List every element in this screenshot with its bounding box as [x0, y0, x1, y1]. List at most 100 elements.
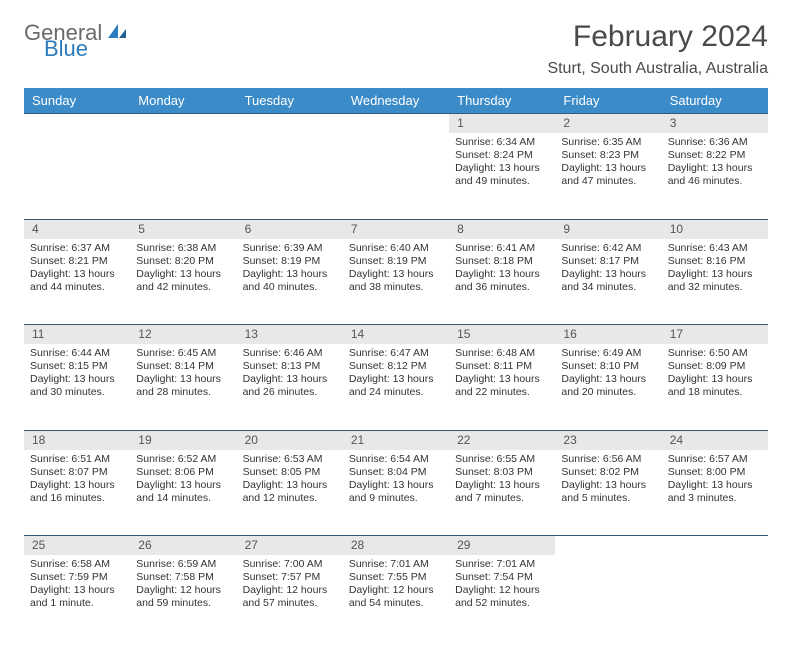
- day-cell: Sunrise: 6:37 AMSunset: 8:21 PMDaylight:…: [24, 239, 130, 325]
- weekday-header: Monday: [130, 88, 236, 114]
- daylight-text: and 46 minutes.: [668, 175, 762, 188]
- sunset-text: Sunset: 7:55 PM: [349, 571, 443, 584]
- daylight-text: and 42 minutes.: [136, 281, 230, 294]
- sunrise-text: Sunrise: 7:01 AM: [455, 558, 549, 571]
- day-number-cell: 23: [555, 430, 661, 450]
- sunrise-text: Sunrise: 6:49 AM: [561, 347, 655, 360]
- daylight-text: Daylight: 13 hours: [668, 479, 762, 492]
- sunrise-text: Sunrise: 6:36 AM: [668, 136, 762, 149]
- day-number-cell: 14: [343, 325, 449, 345]
- daylight-text: and 40 minutes.: [243, 281, 337, 294]
- day-cell-content: Sunrise: 6:57 AMSunset: 8:00 PMDaylight:…: [662, 450, 768, 512]
- daylight-text: Daylight: 13 hours: [668, 268, 762, 281]
- sunrise-text: Sunrise: 6:45 AM: [136, 347, 230, 360]
- daylight-text: Daylight: 13 hours: [243, 373, 337, 386]
- day-cell: Sunrise: 6:38 AMSunset: 8:20 PMDaylight:…: [130, 239, 236, 325]
- day-cell: Sunrise: 6:52 AMSunset: 8:06 PMDaylight:…: [130, 450, 236, 536]
- sunset-text: Sunset: 7:58 PM: [136, 571, 230, 584]
- day-cell: Sunrise: 6:58 AMSunset: 7:59 PMDaylight:…: [24, 555, 130, 641]
- daylight-text: and 52 minutes.: [455, 597, 549, 610]
- daylight-text: Daylight: 13 hours: [349, 373, 443, 386]
- day-cell-content: Sunrise: 6:56 AMSunset: 8:02 PMDaylight:…: [555, 450, 661, 512]
- daylight-text: Daylight: 12 hours: [349, 584, 443, 597]
- sunrise-text: Sunrise: 6:46 AM: [243, 347, 337, 360]
- day-number-cell: 28: [343, 536, 449, 556]
- daylight-text: and 57 minutes.: [243, 597, 337, 610]
- day-cell: Sunrise: 6:43 AMSunset: 8:16 PMDaylight:…: [662, 239, 768, 325]
- logo-text-blue: Blue: [44, 36, 88, 62]
- daylight-text: and 9 minutes.: [349, 492, 443, 505]
- daylight-text: Daylight: 12 hours: [136, 584, 230, 597]
- sunset-text: Sunset: 7:54 PM: [455, 571, 549, 584]
- daylight-text: Daylight: 13 hours: [243, 268, 337, 281]
- daylight-text: and 54 minutes.: [349, 597, 443, 610]
- day-number-cell: 1: [449, 114, 555, 134]
- day-number-cell: 26: [130, 536, 236, 556]
- day-number-cell: 11: [24, 325, 130, 345]
- daylight-text: Daylight: 13 hours: [561, 373, 655, 386]
- daylight-text: and 16 minutes.: [30, 492, 124, 505]
- sunrise-text: Sunrise: 6:57 AM: [668, 453, 762, 466]
- day-cell: Sunrise: 6:50 AMSunset: 8:09 PMDaylight:…: [662, 344, 768, 430]
- sunset-text: Sunset: 8:04 PM: [349, 466, 443, 479]
- day-number-cell: 19: [130, 430, 236, 450]
- sunset-text: Sunset: 8:11 PM: [455, 360, 549, 373]
- sunset-text: Sunset: 8:19 PM: [349, 255, 443, 268]
- daylight-text: and 34 minutes.: [561, 281, 655, 294]
- sunrise-text: Sunrise: 6:58 AM: [30, 558, 124, 571]
- daylight-text: and 18 minutes.: [668, 386, 762, 399]
- sunset-text: Sunset: 7:57 PM: [243, 571, 337, 584]
- sunset-text: Sunset: 8:12 PM: [349, 360, 443, 373]
- day-cell-content: Sunrise: 6:55 AMSunset: 8:03 PMDaylight:…: [449, 450, 555, 512]
- daylight-text: Daylight: 13 hours: [561, 479, 655, 492]
- daylight-text: and 5 minutes.: [561, 492, 655, 505]
- day-cell: Sunrise: 6:36 AMSunset: 8:22 PMDaylight:…: [662, 133, 768, 219]
- weekday-header: Sunday: [24, 88, 130, 114]
- daylight-text: Daylight: 13 hours: [136, 268, 230, 281]
- sunset-text: Sunset: 8:17 PM: [561, 255, 655, 268]
- day-cell-content: Sunrise: 6:37 AMSunset: 8:21 PMDaylight:…: [24, 239, 130, 301]
- day-number-cell: 6: [237, 219, 343, 239]
- sunrise-text: Sunrise: 6:52 AM: [136, 453, 230, 466]
- sunrise-text: Sunrise: 6:50 AM: [668, 347, 762, 360]
- page-title: February 2024: [573, 20, 768, 54]
- sunrise-text: Sunrise: 7:00 AM: [243, 558, 337, 571]
- day-cell: [343, 133, 449, 219]
- day-number-cell: 10: [662, 219, 768, 239]
- day-cell-content: Sunrise: 6:41 AMSunset: 8:18 PMDaylight:…: [449, 239, 555, 301]
- weekday-header: Thursday: [449, 88, 555, 114]
- sunrise-text: Sunrise: 6:35 AM: [561, 136, 655, 149]
- day-number-cell: [662, 536, 768, 556]
- weekday-header-row: Sunday Monday Tuesday Wednesday Thursday…: [24, 88, 768, 114]
- daylight-text: Daylight: 13 hours: [349, 268, 443, 281]
- sunrise-text: Sunrise: 6:48 AM: [455, 347, 549, 360]
- header: General February 2024: [24, 20, 768, 54]
- sunset-text: Sunset: 8:18 PM: [455, 255, 549, 268]
- daylight-text: and 12 minutes.: [243, 492, 337, 505]
- weekday-header: Wednesday: [343, 88, 449, 114]
- sunset-text: Sunset: 8:16 PM: [668, 255, 762, 268]
- daylight-text: Daylight: 12 hours: [243, 584, 337, 597]
- daylight-text: and 26 minutes.: [243, 386, 337, 399]
- day-cell-content: Sunrise: 7:01 AMSunset: 7:54 PMDaylight:…: [449, 555, 555, 617]
- daylight-text: Daylight: 13 hours: [668, 373, 762, 386]
- daylight-text: and 47 minutes.: [561, 175, 655, 188]
- day-cell: Sunrise: 7:01 AMSunset: 7:54 PMDaylight:…: [449, 555, 555, 641]
- day-cell: Sunrise: 6:46 AMSunset: 8:13 PMDaylight:…: [237, 344, 343, 430]
- day-content-row: Sunrise: 6:44 AMSunset: 8:15 PMDaylight:…: [24, 344, 768, 430]
- day-cell: Sunrise: 6:35 AMSunset: 8:23 PMDaylight:…: [555, 133, 661, 219]
- day-number-cell: 13: [237, 325, 343, 345]
- day-cell: Sunrise: 6:40 AMSunset: 8:19 PMDaylight:…: [343, 239, 449, 325]
- day-cell: Sunrise: 6:44 AMSunset: 8:15 PMDaylight:…: [24, 344, 130, 430]
- sunrise-text: Sunrise: 6:54 AM: [349, 453, 443, 466]
- day-number-cell: [555, 536, 661, 556]
- sunrise-text: Sunrise: 6:40 AM: [349, 242, 443, 255]
- daylight-text: and 38 minutes.: [349, 281, 443, 294]
- sunrise-text: Sunrise: 6:37 AM: [30, 242, 124, 255]
- day-number-cell: 25: [24, 536, 130, 556]
- sunrise-text: Sunrise: 6:51 AM: [30, 453, 124, 466]
- daylight-text: and 24 minutes.: [349, 386, 443, 399]
- daylight-text: and 3 minutes.: [668, 492, 762, 505]
- daylight-text: Daylight: 13 hours: [30, 373, 124, 386]
- sunset-text: Sunset: 8:06 PM: [136, 466, 230, 479]
